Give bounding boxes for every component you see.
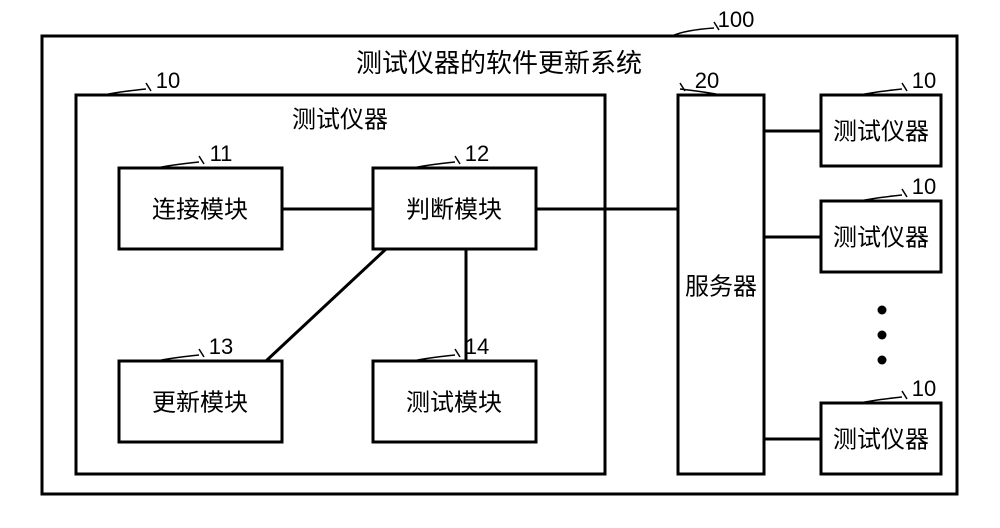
label-m12: 判断模块 [406,196,502,223]
label-n12: 12 [465,141,489,166]
label-n10a: 10 [156,68,180,93]
label-server: 服务器 [685,273,757,300]
label-m11: 连接模块 [152,196,248,223]
label-inst: 测试仪器 [292,106,388,133]
label-n100: 100 [718,7,755,32]
label-m13: 更新模块 [152,389,248,416]
label-m14: 测试模块 [406,389,502,416]
label-n10b: 10 [912,68,936,93]
ellipsis-dot-0 [878,306,887,315]
label-n13: 13 [209,334,233,359]
label-n11: 11 [210,141,233,166]
label-n20: 20 [695,68,719,93]
label-title: 测试仪器的软件更新系统 [356,48,642,78]
label-n10d: 10 [912,376,936,401]
label-ir2: 测试仪器 [833,224,929,251]
ellipsis-dot-2 [878,356,887,365]
label-n10c: 10 [912,174,936,199]
label-n14: 14 [465,334,489,359]
ellipsis-dot-1 [878,331,887,340]
label-ir1: 测试仪器 [833,118,929,145]
label-ir3: 测试仪器 [833,426,929,453]
